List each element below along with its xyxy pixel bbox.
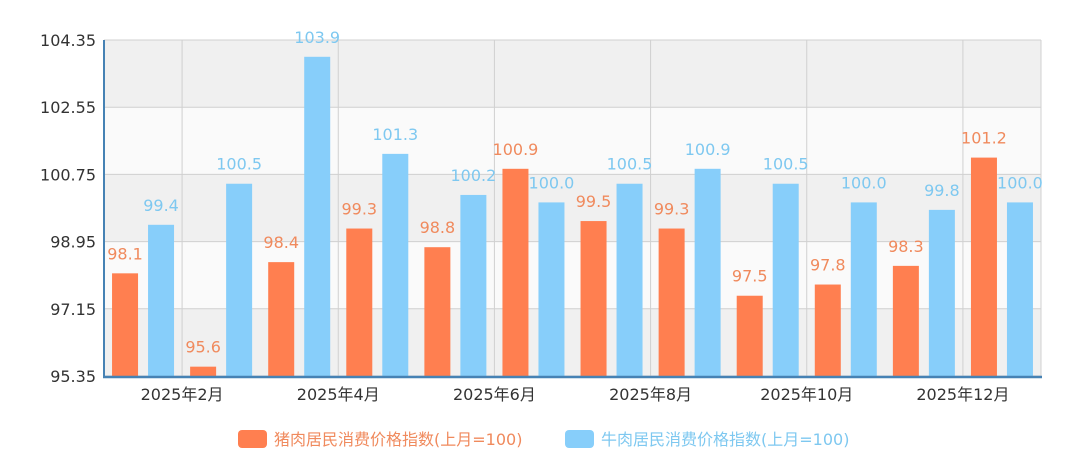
plot-band bbox=[104, 241, 1041, 309]
x-tick-label: 2025年12月 bbox=[916, 385, 1009, 404]
data-label: 99.3 bbox=[341, 200, 377, 219]
legend-item[interactable]: 牛肉居民消费价格指数(上月=100) bbox=[565, 430, 849, 449]
data-label: 100.9 bbox=[493, 140, 539, 159]
data-label: 100.2 bbox=[450, 166, 496, 185]
bar[interactable] bbox=[736, 295, 763, 376]
bar[interactable] bbox=[460, 194, 487, 376]
plot-band bbox=[104, 107, 1041, 175]
data-label: 100.0 bbox=[997, 173, 1043, 192]
x-axis-ticks: 2025年2月 2025年4月 2025年6月 2025年8月 2025年10月 2025… bbox=[141, 385, 1010, 404]
data-label: 97.5 bbox=[732, 267, 768, 286]
bar-labels: 98.1 95.6 98.4 99.3 98.8 100.9 99.5 99.3 97.5 97.… bbox=[107, 28, 1043, 357]
y-axis-ticks: 95.35 97.15 98.95 100.75 102.55 104.35 bbox=[40, 31, 96, 386]
data-label: 98.3 bbox=[888, 237, 924, 256]
bar[interactable] bbox=[538, 202, 565, 376]
bar[interactable] bbox=[148, 224, 175, 376]
x-tick-label: 2025年4月 bbox=[297, 385, 380, 404]
bar[interactable] bbox=[658, 228, 685, 376]
bar[interactable] bbox=[502, 168, 529, 376]
bar[interactable] bbox=[970, 157, 997, 376]
x-tick-label: 2025年8月 bbox=[609, 385, 692, 404]
data-label: 100.0 bbox=[529, 173, 575, 192]
bar[interactable] bbox=[1006, 202, 1033, 376]
plot-band bbox=[104, 174, 1041, 242]
bar[interactable] bbox=[928, 209, 955, 376]
plot-band bbox=[104, 40, 1041, 108]
grid-lines bbox=[104, 39, 1042, 377]
data-label: 99.3 bbox=[654, 200, 690, 219]
bar[interactable] bbox=[268, 262, 295, 376]
data-label: 99.5 bbox=[576, 192, 612, 211]
bar[interactable] bbox=[424, 247, 451, 376]
x-tick-label: 2025年6月 bbox=[453, 385, 536, 404]
data-label: 98.1 bbox=[107, 244, 143, 263]
data-label: 97.8 bbox=[810, 256, 846, 275]
data-label: 103.9 bbox=[294, 28, 340, 47]
bar[interactable] bbox=[892, 265, 919, 376]
bar[interactable] bbox=[226, 183, 253, 376]
data-label: 101.3 bbox=[372, 125, 418, 144]
legend-label: 猪肉居民消费价格指数(上月=100) bbox=[274, 430, 522, 449]
y-tick-label: 97.15 bbox=[50, 300, 96, 319]
bar[interactable] bbox=[112, 273, 139, 376]
legend-swatch bbox=[238, 430, 267, 448]
data-label: 99.8 bbox=[924, 181, 960, 200]
bar[interactable] bbox=[580, 221, 607, 376]
bar[interactable] bbox=[304, 56, 331, 377]
y-tick-label: 102.55 bbox=[40, 98, 96, 117]
bar[interactable] bbox=[772, 183, 799, 376]
data-label: 95.6 bbox=[185, 338, 221, 357]
data-label: 98.4 bbox=[263, 233, 299, 252]
data-label: 100.5 bbox=[216, 155, 262, 174]
x-tick-label: 2025年10月 bbox=[760, 385, 853, 404]
data-label: 101.2 bbox=[961, 129, 1007, 148]
bar[interactable] bbox=[850, 202, 877, 376]
bar[interactable] bbox=[382, 153, 409, 376]
x-tick-label: 2025年2月 bbox=[141, 385, 224, 404]
bar[interactable] bbox=[616, 183, 643, 376]
bar[interactable] bbox=[814, 284, 841, 376]
bar[interactable] bbox=[694, 168, 721, 376]
data-label: 99.4 bbox=[143, 196, 179, 215]
data-label: 100.5 bbox=[607, 155, 653, 174]
plot-band bbox=[104, 308, 1041, 376]
y-tick-label: 104.35 bbox=[40, 31, 96, 50]
legend-swatch bbox=[565, 430, 594, 448]
y-tick-label: 95.35 bbox=[50, 367, 96, 386]
data-label: 98.8 bbox=[420, 218, 456, 237]
legend-item[interactable]: 猪肉居民消费价格指数(上月=100) bbox=[238, 430, 522, 449]
data-label: 100.5 bbox=[763, 155, 809, 174]
axes bbox=[103, 40, 1042, 379]
data-label: 100.9 bbox=[685, 140, 731, 159]
legend-label: 牛肉居民消费价格指数(上月=100) bbox=[601, 430, 849, 449]
y-tick-label: 100.75 bbox=[40, 165, 96, 184]
bar[interactable] bbox=[346, 228, 373, 376]
legend[interactable]: 猪肉居民消费价格指数(上月=100) 牛肉居民消费价格指数(上月=100) bbox=[238, 430, 849, 449]
data-label: 100.0 bbox=[841, 173, 887, 192]
plot-background bbox=[104, 40, 1041, 376]
bars bbox=[112, 56, 1033, 377]
y-tick-label: 98.95 bbox=[50, 233, 96, 252]
bar[interactable] bbox=[190, 366, 217, 376]
